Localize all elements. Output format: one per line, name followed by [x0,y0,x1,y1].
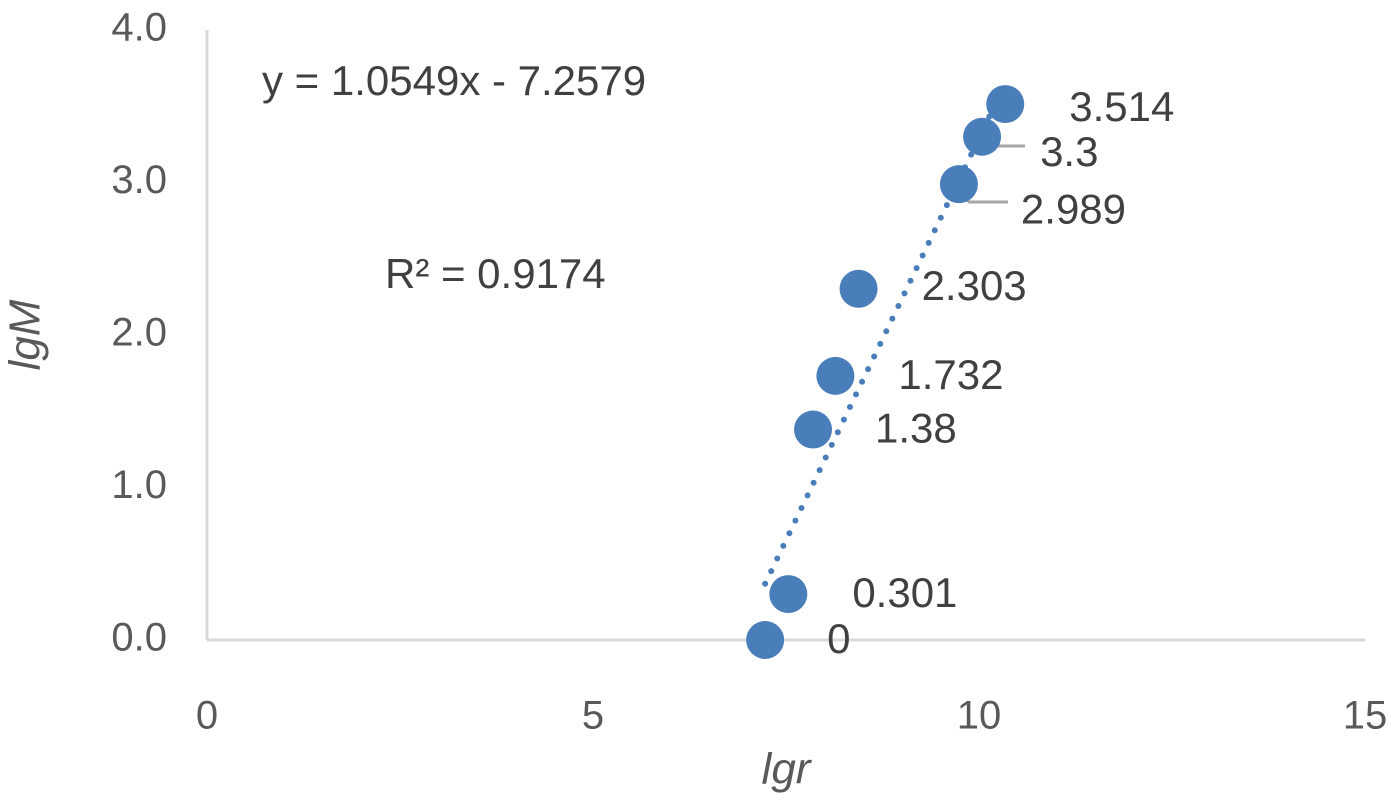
point [963,117,1002,156]
y-tick-label: 2.0 [111,311,167,355]
data-label: 0.301 [852,569,957,616]
r-squared: R² = 0.9174 [385,250,606,297]
y-tick-label: 0.0 [111,616,167,660]
y-axis-title: lgM [1,299,50,370]
data-label: 2.989 [1021,185,1126,232]
x-tick-label: 10 [957,694,1002,738]
data-label: 1.732 [898,351,1003,398]
data-label: 2.303 [922,262,1027,309]
point [746,621,785,659]
y-tick-label: 3.0 [111,158,167,202]
data-label: 3.3 [1040,128,1098,175]
x-tick-label: 5 [582,694,604,738]
y-tick-label: 1.0 [111,463,167,507]
point [839,269,878,308]
point [794,410,833,449]
point [769,575,808,614]
data-label: 0 [827,615,850,662]
data-label: 1.38 [875,405,957,452]
y-tick-label: 4.0 [111,6,167,50]
point [939,165,978,204]
x-tick-label: 0 [196,694,218,738]
trend-equation: y = 1.0549x - 7.2579 [262,57,646,104]
point [816,356,855,395]
x-axis-title: lgr [762,745,813,794]
trendline [762,80,1009,587]
x-tick-label: 15 [1343,694,1388,738]
data-label: 3.514 [1069,83,1174,130]
point [986,85,1025,124]
